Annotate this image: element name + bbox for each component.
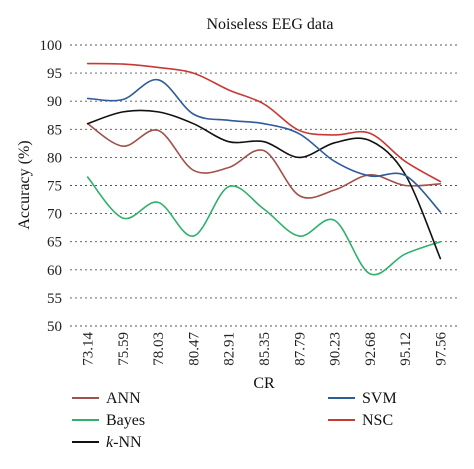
series-line-svm [86, 79, 442, 213]
series-line-bayes [86, 176, 442, 276]
y-tick-label: 50 [47, 319, 62, 335]
grid-lines [70, 44, 458, 327]
y-tick-label: 80 [47, 150, 62, 166]
y-tick-label: 60 [47, 263, 62, 279]
series-line-k-nn [86, 109, 442, 260]
y-tick-label: 65 [47, 235, 62, 251]
x-axis-ticks: 73.14 75.59 78.03 80.47 82.91 85.35 87.79 90.23… [81, 332, 450, 366]
legend-label-ann: ANN [106, 390, 141, 407]
x-tick-label: 82.91 [222, 332, 238, 366]
x-tick-label: 92.68 [363, 332, 379, 366]
x-tick-label: 87.79 [292, 332, 308, 366]
y-tick-label: 75 [47, 179, 62, 195]
series-line-nsc [86, 62, 442, 183]
y-tick-label: 90 [47, 94, 62, 110]
x-tick-label: 97.56 [433, 332, 449, 366]
x-tick-label: 73.14 [81, 332, 97, 366]
series-line-ann [86, 122, 442, 199]
x-tick-label: 80.47 [186, 332, 202, 366]
legend-label-svm: SVM [362, 390, 397, 407]
legend-label-k-nn: k-NN [106, 434, 142, 451]
series-lines [86, 62, 442, 276]
x-tick-label: 85.35 [257, 332, 273, 366]
legend: ANN Bayes k-NN SVM NSC [72, 390, 397, 451]
y-tick-label: 55 [47, 291, 62, 307]
chart-title: Noiseless EEG data [206, 16, 333, 33]
x-tick-label: 75.59 [116, 332, 132, 366]
legend-label-nsc: NSC [362, 412, 393, 429]
y-axis-ticks: 50 55 60 65 70 75 80 85 90 95 100 [40, 38, 63, 335]
x-tick-label: 78.03 [151, 332, 167, 366]
x-tick-label: 90.23 [328, 332, 344, 366]
x-tick-label: 95.12 [398, 332, 414, 366]
legend-label-bayes: Bayes [106, 412, 145, 429]
y-tick-label: 100 [40, 38, 63, 54]
x-axis-title: CR [253, 375, 275, 392]
y-tick-label: 70 [47, 207, 62, 223]
y-tick-label: 85 [47, 122, 62, 138]
y-axis-title: Accuracy (%) [16, 140, 33, 229]
y-tick-label: 95 [47, 66, 62, 82]
